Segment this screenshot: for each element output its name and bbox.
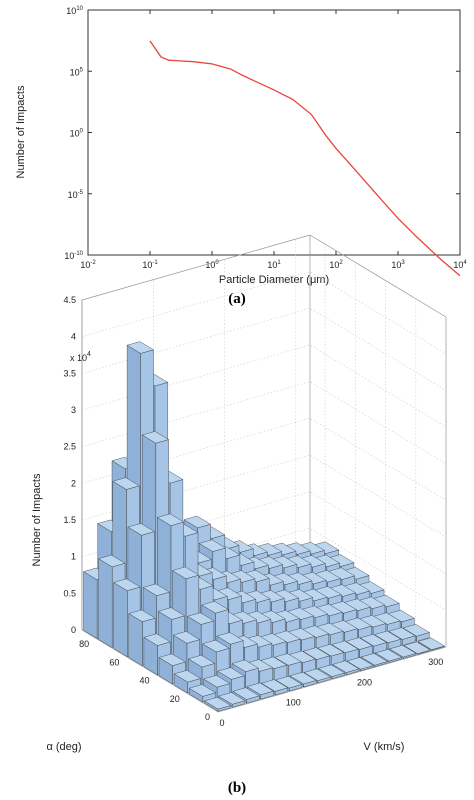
z-tick-label-b: 1.5 xyxy=(63,515,76,525)
x-tick-label-a: 103 xyxy=(391,260,405,270)
z-multiplier: x 104 xyxy=(70,351,91,363)
histogram-bar xyxy=(218,692,246,708)
y-tick-label-b: 0 xyxy=(205,712,210,722)
x-ticks-a: 10-2 10-1 100 101 102 103 104 xyxy=(80,10,467,270)
y-tick-label-a: 1010 xyxy=(66,6,83,16)
x-tick-label-a: 102 xyxy=(329,260,343,270)
y-axis-label-a: Number of Impacts xyxy=(15,85,27,178)
z-tick-label-b: 3.5 xyxy=(63,368,76,378)
y-tick-label-a: 10-10 xyxy=(64,251,83,261)
panel-b-3d-bar-chart: 00.511.522.533.544.50100200300020406080 … xyxy=(31,234,447,796)
x-tick-label-a: 10-2 xyxy=(80,260,96,270)
plot-frame-a xyxy=(87,9,461,256)
x-axis-label-b: V (km/s) xyxy=(364,741,405,753)
x-tick-label-a: 100 xyxy=(205,260,219,270)
series-a xyxy=(149,40,461,277)
histogram-bar xyxy=(203,675,231,699)
axis-box-edge xyxy=(81,629,219,713)
y-tick-label-a: 100 xyxy=(70,129,84,139)
panel-label-b: (b) xyxy=(228,780,246,796)
histogram-bar xyxy=(203,697,232,712)
y-tick-label-a: 10-5 xyxy=(68,190,84,200)
z-tick-label-b: 4 xyxy=(71,332,76,342)
bars-b xyxy=(83,341,445,712)
x-tick-label-a: 101 xyxy=(267,260,281,270)
x-tick-label-a: 10-1 xyxy=(142,260,158,270)
x-tick-label-b: 0 xyxy=(219,718,224,728)
x-tick-label-b: 100 xyxy=(286,698,301,708)
z-axis-label-b: Number of Impacts xyxy=(31,473,43,566)
x-tick-label-b: 300 xyxy=(428,657,443,667)
panel-label-a: (a) xyxy=(228,291,246,307)
axis-box-edge xyxy=(217,646,447,713)
y-tick-label-b: 20 xyxy=(170,694,180,704)
y-tick-label-b: 60 xyxy=(109,657,119,667)
z-multiplier-base: x 10 xyxy=(70,353,87,363)
x-tick-label-b: 200 xyxy=(357,677,372,687)
x-tick-label-a: 104 xyxy=(453,260,467,270)
z-tick-label-b: 1 xyxy=(71,552,76,562)
y-tick-label-a: 105 xyxy=(70,67,84,77)
z-tick-label-b: 4.5 xyxy=(63,295,76,305)
histogram-bar xyxy=(417,637,445,651)
z-tick-label-b: 0 xyxy=(71,625,76,635)
z-tick-label-b: 3 xyxy=(71,405,76,415)
histogram-bar xyxy=(188,684,217,703)
z-multiplier-exp: 4 xyxy=(87,351,91,358)
panel-a-line-chart: 10-2 10-1 100 101 102 103 104 10-1010-51001051… xyxy=(15,6,467,307)
z-tick-label-b: 0.5 xyxy=(63,588,76,598)
y-ticks-a: 10-10 10-5 100 105 1010 xyxy=(64,6,460,261)
series-line-a xyxy=(149,40,461,277)
y-tick-label-b: 80 xyxy=(79,639,89,649)
histogram-bar xyxy=(389,644,417,659)
x-axis-label-a: Particle Diameter (μm) xyxy=(219,274,329,286)
z-tick-label-b: 2.5 xyxy=(63,442,76,452)
axis-box-edge xyxy=(81,234,311,301)
axis-box-edge xyxy=(309,234,447,318)
z-tick-label-b: 2 xyxy=(71,478,76,488)
y-axis-label-b: α (deg) xyxy=(46,741,81,753)
ticks-b: 0 0.5 1 1.5 2 2.5 3 3.5 4 4.5 0 100 200 300 0 20 40 60 80 xyxy=(63,295,443,728)
y-tick-label-b: 40 xyxy=(140,676,150,686)
